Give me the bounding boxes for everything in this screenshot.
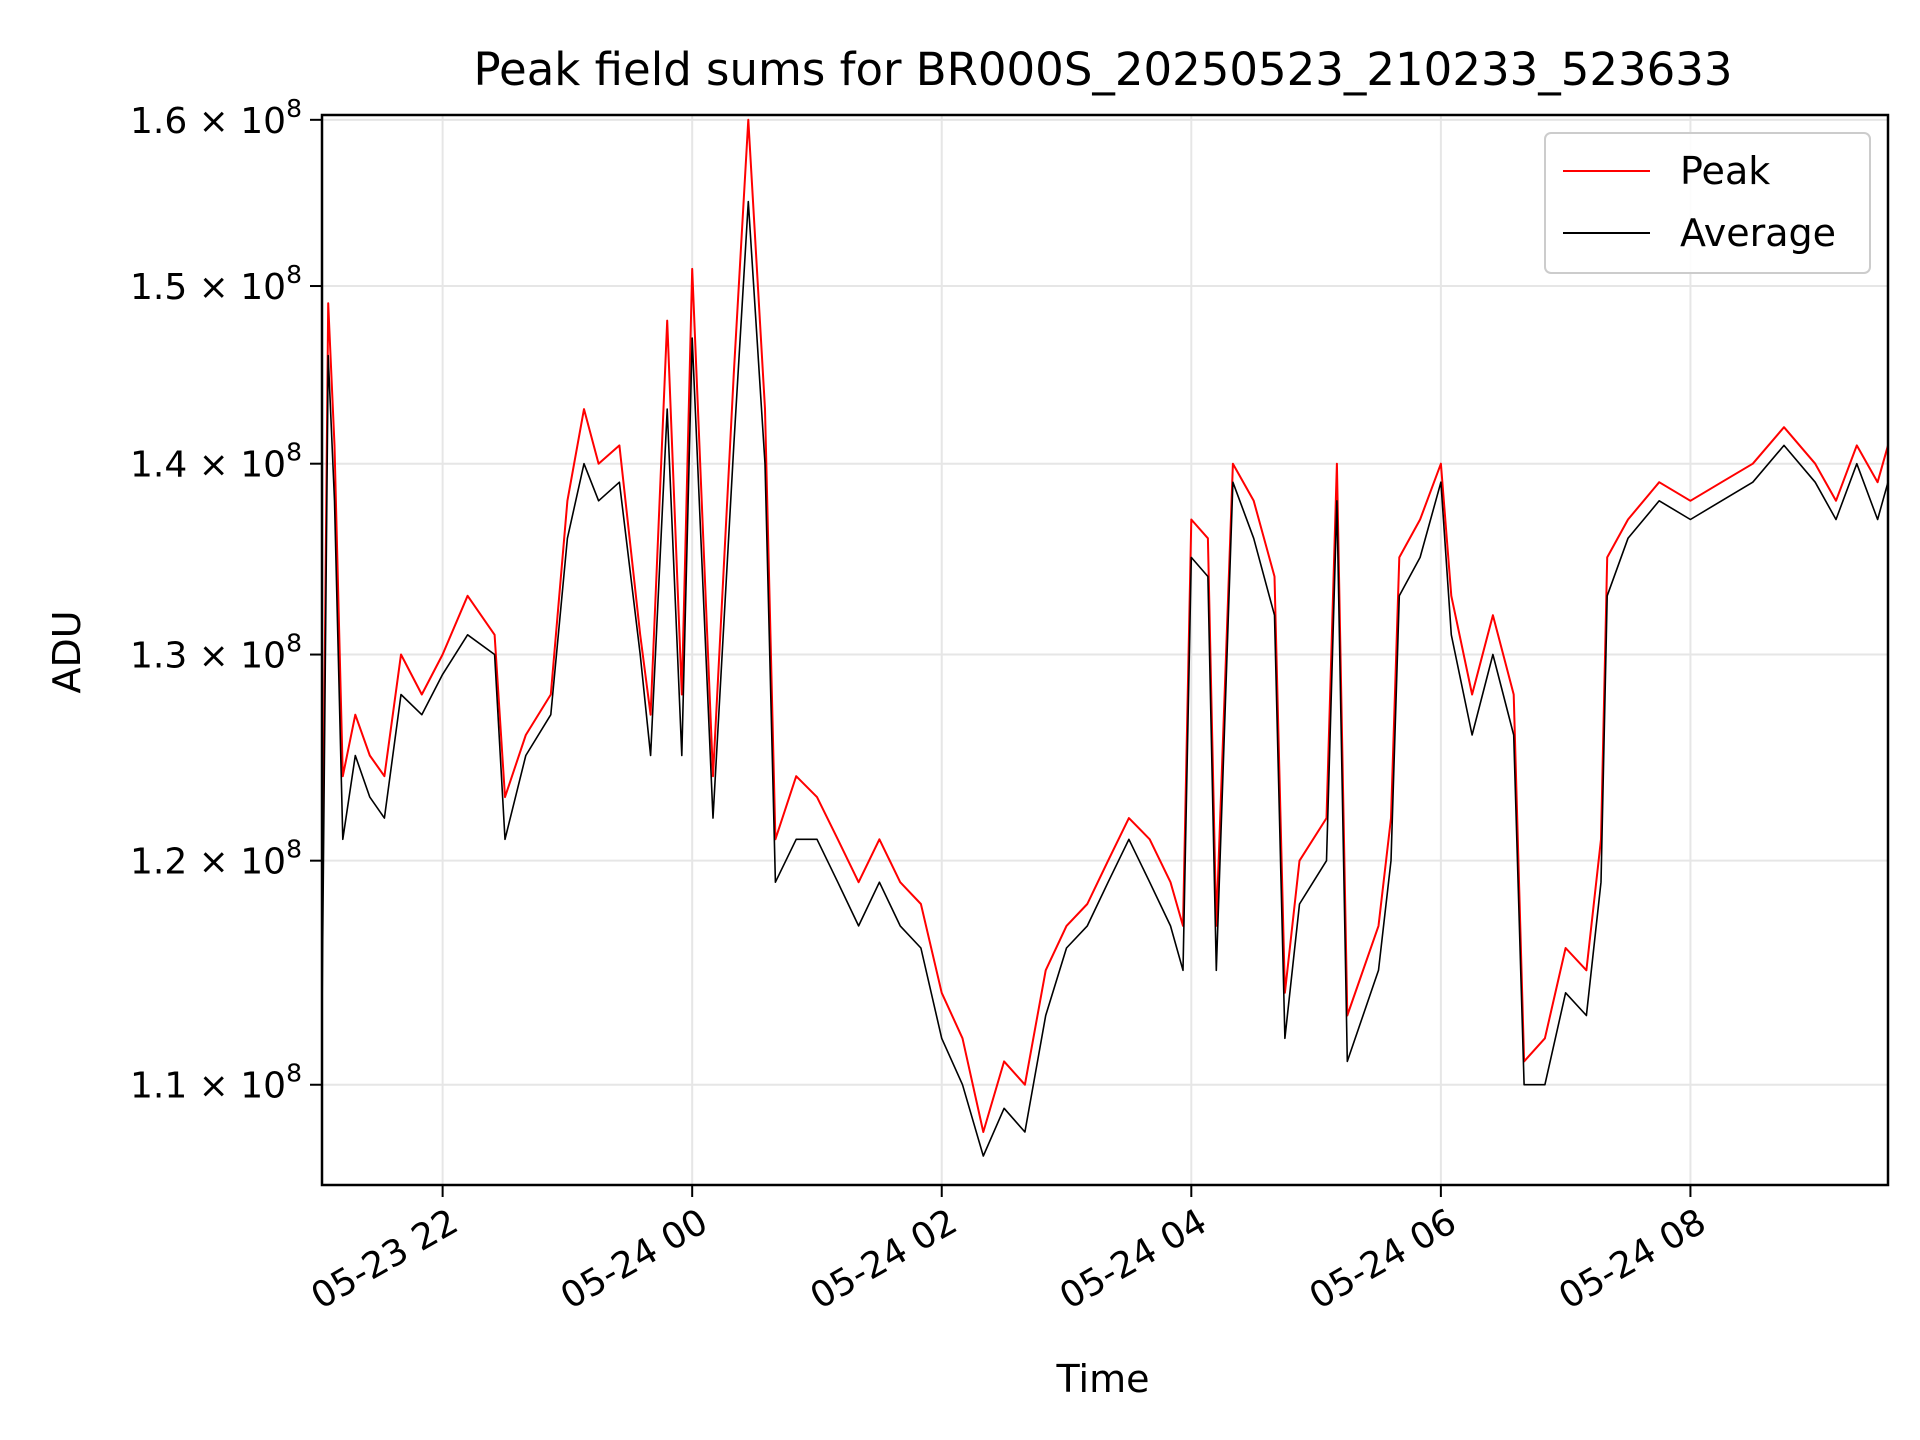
plot-frame [320, 113, 1890, 1187]
grid [322, 115, 1888, 1185]
legend-box [1544, 132, 1871, 274]
legend: Peak Average [1544, 132, 1871, 274]
y-tick-label: 1.6 × 108 [130, 94, 302, 142]
y-tick-label: 1.3 × 108 [130, 629, 302, 677]
y-tick-label: 1.1 × 108 [130, 1059, 302, 1107]
y-axis-ticks: 1.1 × 108 1.2 × 108 1.3 × 108 1.4 × 108 1.5 … [130, 94, 322, 1107]
plot-lines [322, 118, 1888, 1157]
y-axis-label: ADU [45, 610, 89, 693]
legend-label: Peak [1680, 149, 1770, 193]
y-tick-label: 1.4 × 108 [130, 438, 302, 486]
legend-label: Average [1680, 211, 1836, 255]
x-axis-label: Time [1056, 1357, 1150, 1401]
series-line-average [322, 200, 1888, 1157]
series-line-peak [322, 118, 1888, 1133]
y-tick-label: 1.2 × 108 [130, 835, 302, 883]
y-tick-label: 1.5 × 108 [130, 260, 302, 308]
chart-title: Peak field sums for BR000S_20250523_2102… [474, 43, 1733, 96]
